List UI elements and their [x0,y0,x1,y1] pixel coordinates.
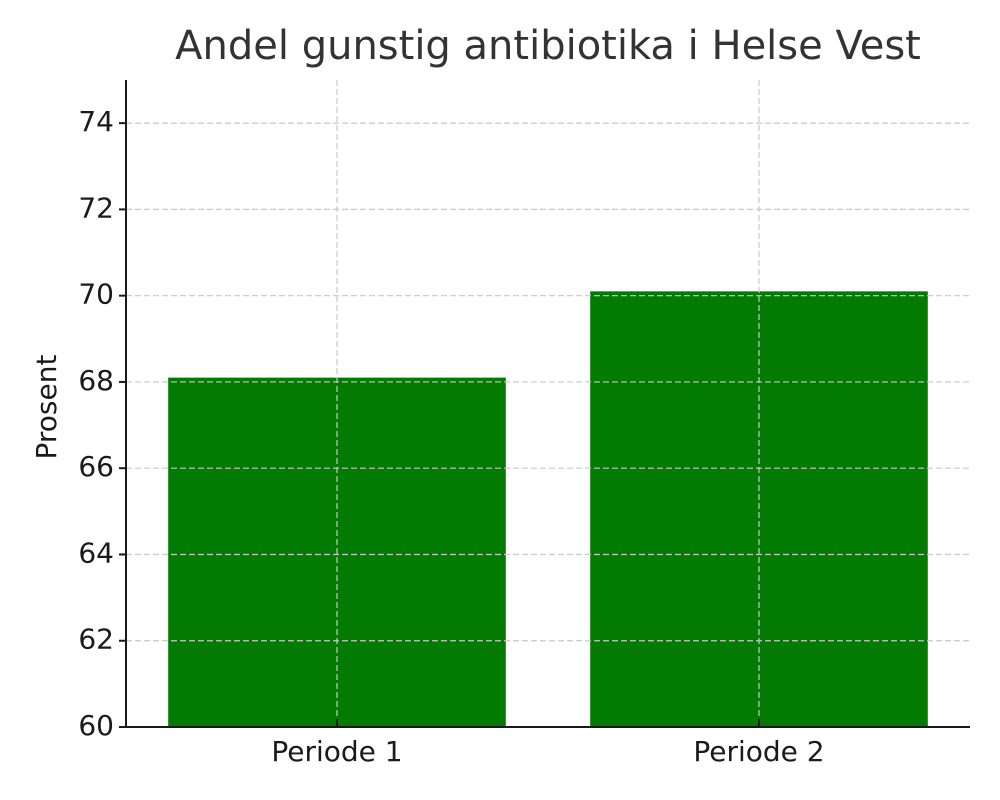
x-tick-label: Periode 2 [693,735,824,768]
y-tick-label: 64 [78,536,114,569]
y-tick-label: 66 [78,450,114,483]
y-tick-label: 62 [78,623,114,656]
y-tick-label: 74 [78,105,114,138]
y-tick-label: 68 [78,364,114,397]
x-tick-label: Periode 1 [271,735,402,768]
y-tick-label: 70 [78,278,114,311]
y-tick-label: 60 [78,709,114,742]
chart-title: Andel gunstig antibiotika i Helse Vest [175,23,921,69]
y-axis-label: Prosent [30,355,63,460]
y-tick-label: 72 [78,191,114,224]
